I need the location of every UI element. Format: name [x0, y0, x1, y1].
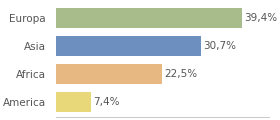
- Bar: [56, 36, 201, 56]
- Bar: [56, 92, 91, 112]
- Text: 30,7%: 30,7%: [203, 41, 236, 51]
- Bar: [56, 8, 242, 28]
- Bar: [56, 64, 162, 84]
- Text: 7,4%: 7,4%: [93, 97, 120, 107]
- Text: 22,5%: 22,5%: [165, 69, 198, 79]
- Text: 39,4%: 39,4%: [244, 13, 278, 23]
